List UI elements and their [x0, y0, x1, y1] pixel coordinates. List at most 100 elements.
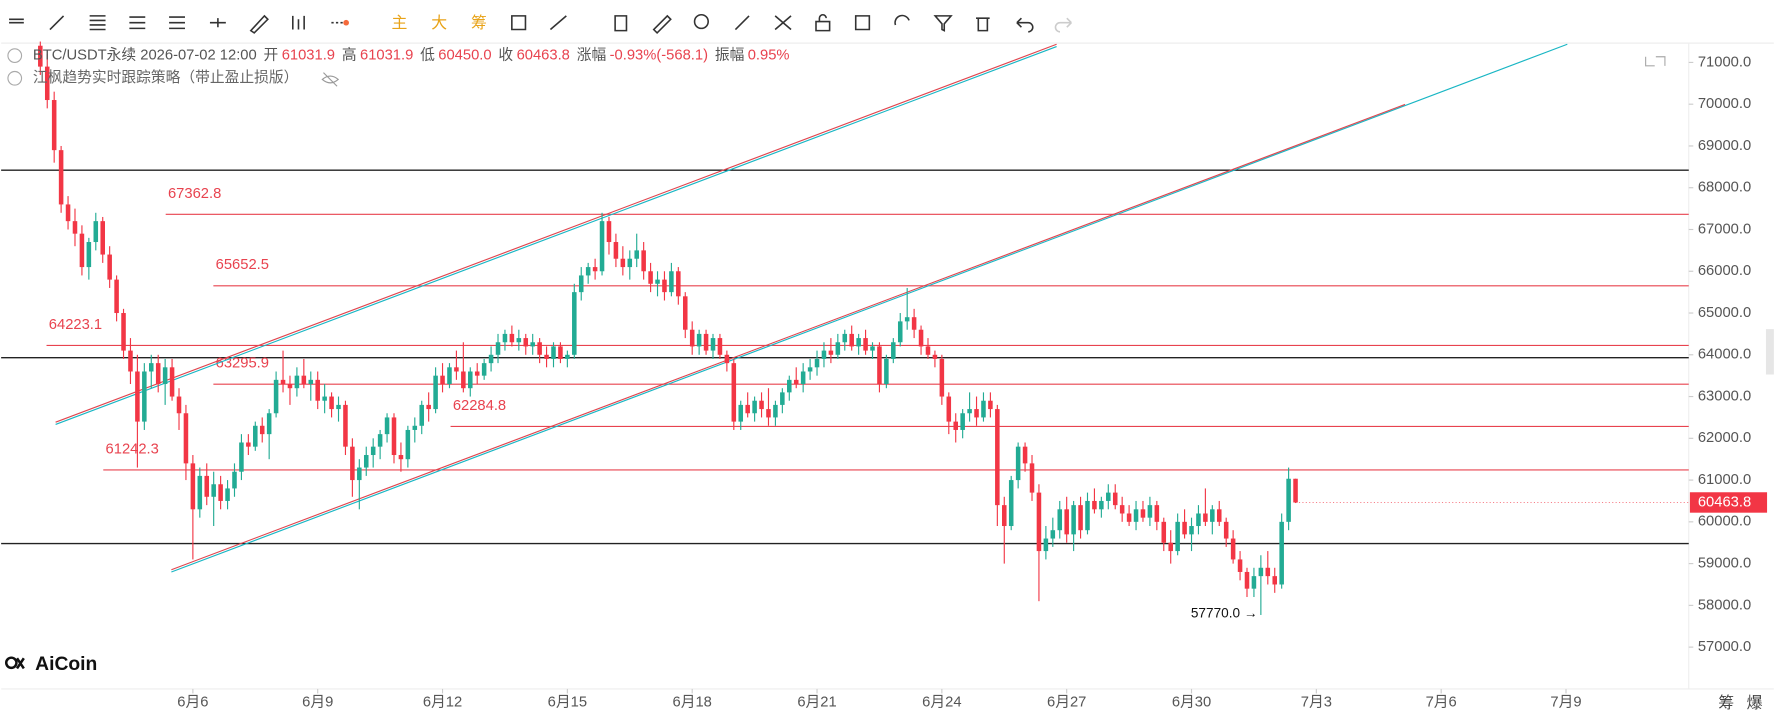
bottom-tab[interactable]: 爆 — [1747, 693, 1763, 712]
candle-body — [114, 279, 119, 314]
eye-icon[interactable] — [321, 72, 340, 87]
candle-body — [280, 379, 286, 385]
tool-icon[interactable] — [549, 15, 567, 31]
candle-body — [592, 267, 598, 272]
x-tick-label: 7月3 — [1301, 694, 1332, 710]
candle-body — [65, 204, 71, 222]
candle-body — [516, 338, 522, 343]
candle-body — [225, 488, 230, 501]
candle-body — [162, 367, 168, 385]
candle-body — [419, 404, 425, 426]
x-tick-label: 7月9 — [1550, 694, 1581, 710]
y-tick-label: 57000.0 — [1698, 639, 1751, 655]
tool-icon[interactable] — [854, 15, 871, 31]
candle-body — [807, 367, 813, 372]
tool-icon[interactable] — [894, 14, 910, 26]
candle-body — [79, 233, 85, 268]
tool-icons[interactable] — [9, 13, 1072, 35]
bottom-tab[interactable]: 筹 — [1718, 694, 1734, 712]
tool-icon[interactable] — [89, 15, 106, 31]
candle-body — [988, 400, 993, 410]
fullscreen-icon[interactable] — [1645, 56, 1666, 67]
tool-icon[interactable] — [343, 19, 349, 26]
field-value: 61031.9 — [360, 48, 413, 64]
logo: AiCoin — [4, 654, 97, 675]
toolbar-big[interactable]: 大 — [431, 14, 447, 32]
y-tick-label: 66000.0 — [1698, 263, 1751, 279]
tool-icon[interactable] — [933, 15, 953, 32]
candle-body — [703, 333, 709, 351]
candle-body — [863, 338, 868, 351]
candle-body — [1265, 567, 1271, 577]
price-level-label: 67362.8 — [168, 186, 221, 202]
candle-body — [669, 271, 674, 293]
candle-body — [911, 317, 917, 330]
tool-icon[interactable] — [652, 14, 672, 35]
candle-body — [412, 425, 418, 430]
field-label: 涨幅 — [577, 47, 607, 64]
tool-icon[interactable] — [815, 14, 831, 32]
tool-icon[interactable] — [169, 16, 185, 30]
tool-icon[interactable] — [976, 17, 990, 32]
candle-body — [1210, 509, 1215, 522]
candle-body — [1057, 509, 1063, 531]
candle-body — [689, 329, 695, 347]
tool-icon[interactable] — [209, 18, 226, 28]
candle-body — [495, 342, 501, 355]
tool-icon[interactable] — [614, 15, 628, 32]
candle-body — [870, 346, 875, 351]
candle-body — [759, 400, 764, 410]
tool-icon[interactable] — [9, 18, 24, 24]
candle-body — [1140, 509, 1146, 518]
candle-body — [572, 292, 577, 355]
tool-icon[interactable] — [49, 15, 65, 31]
x-tick-label: 6月30 — [1172, 694, 1211, 710]
candle-body — [613, 242, 619, 259]
price-level-label: 62284.8 — [453, 398, 506, 414]
candle-body — [38, 45, 43, 67]
candle-body — [849, 333, 854, 347]
time: 2026-07-02 12:00 — [140, 48, 256, 64]
candle-body — [183, 413, 189, 464]
toolbar-chips[interactable]: 筹 — [471, 14, 487, 32]
candle-body — [565, 354, 570, 359]
tool-icon[interactable] — [511, 15, 527, 31]
tool-icon[interactable] — [774, 15, 792, 31]
candle-body — [322, 396, 327, 401]
field-value: 60450.0 — [438, 48, 491, 64]
field-label: 收 — [498, 47, 513, 64]
candle-body — [1244, 571, 1250, 589]
candle-body — [1258, 567, 1264, 577]
field-label: 振幅 — [715, 47, 745, 64]
header-info: BTC/USDT永续 2026-07-02 12:00 开 61031.9 高 6103… — [33, 47, 790, 64]
tool-icon[interactable] — [1016, 17, 1034, 33]
header-icon[interactable] — [7, 48, 23, 63]
side-handle[interactable] — [1765, 329, 1774, 375]
candle-body — [897, 321, 903, 343]
candle-body — [981, 400, 986, 418]
tool-icon[interactable] — [129, 16, 146, 30]
candle-body — [995, 409, 1000, 506]
logo-mark — [4, 656, 18, 670]
x-tick-label: 6月24 — [922, 694, 961, 710]
candle-body — [953, 421, 958, 430]
price-level-label: 63295.9 — [216, 356, 269, 372]
candle-body — [426, 404, 431, 410]
candle-body — [1251, 576, 1257, 589]
candle-body — [357, 467, 362, 481]
candle-body — [454, 367, 459, 372]
candle-body — [135, 371, 140, 422]
candle-body — [710, 338, 716, 351]
candle-body — [530, 342, 535, 347]
tool-icon[interactable] — [734, 15, 750, 31]
candle-body — [1092, 500, 1097, 510]
header-icon[interactable] — [7, 70, 23, 86]
y-tick-label: 68000.0 — [1698, 180, 1751, 196]
tool-icon[interactable] — [693, 13, 709, 30]
tool-icon[interactable] — [292, 15, 305, 30]
candle-body — [641, 250, 646, 272]
toolbar-main[interactable]: 主 — [392, 14, 408, 32]
tool-icon[interactable] — [249, 14, 269, 34]
candle-body — [266, 413, 272, 435]
